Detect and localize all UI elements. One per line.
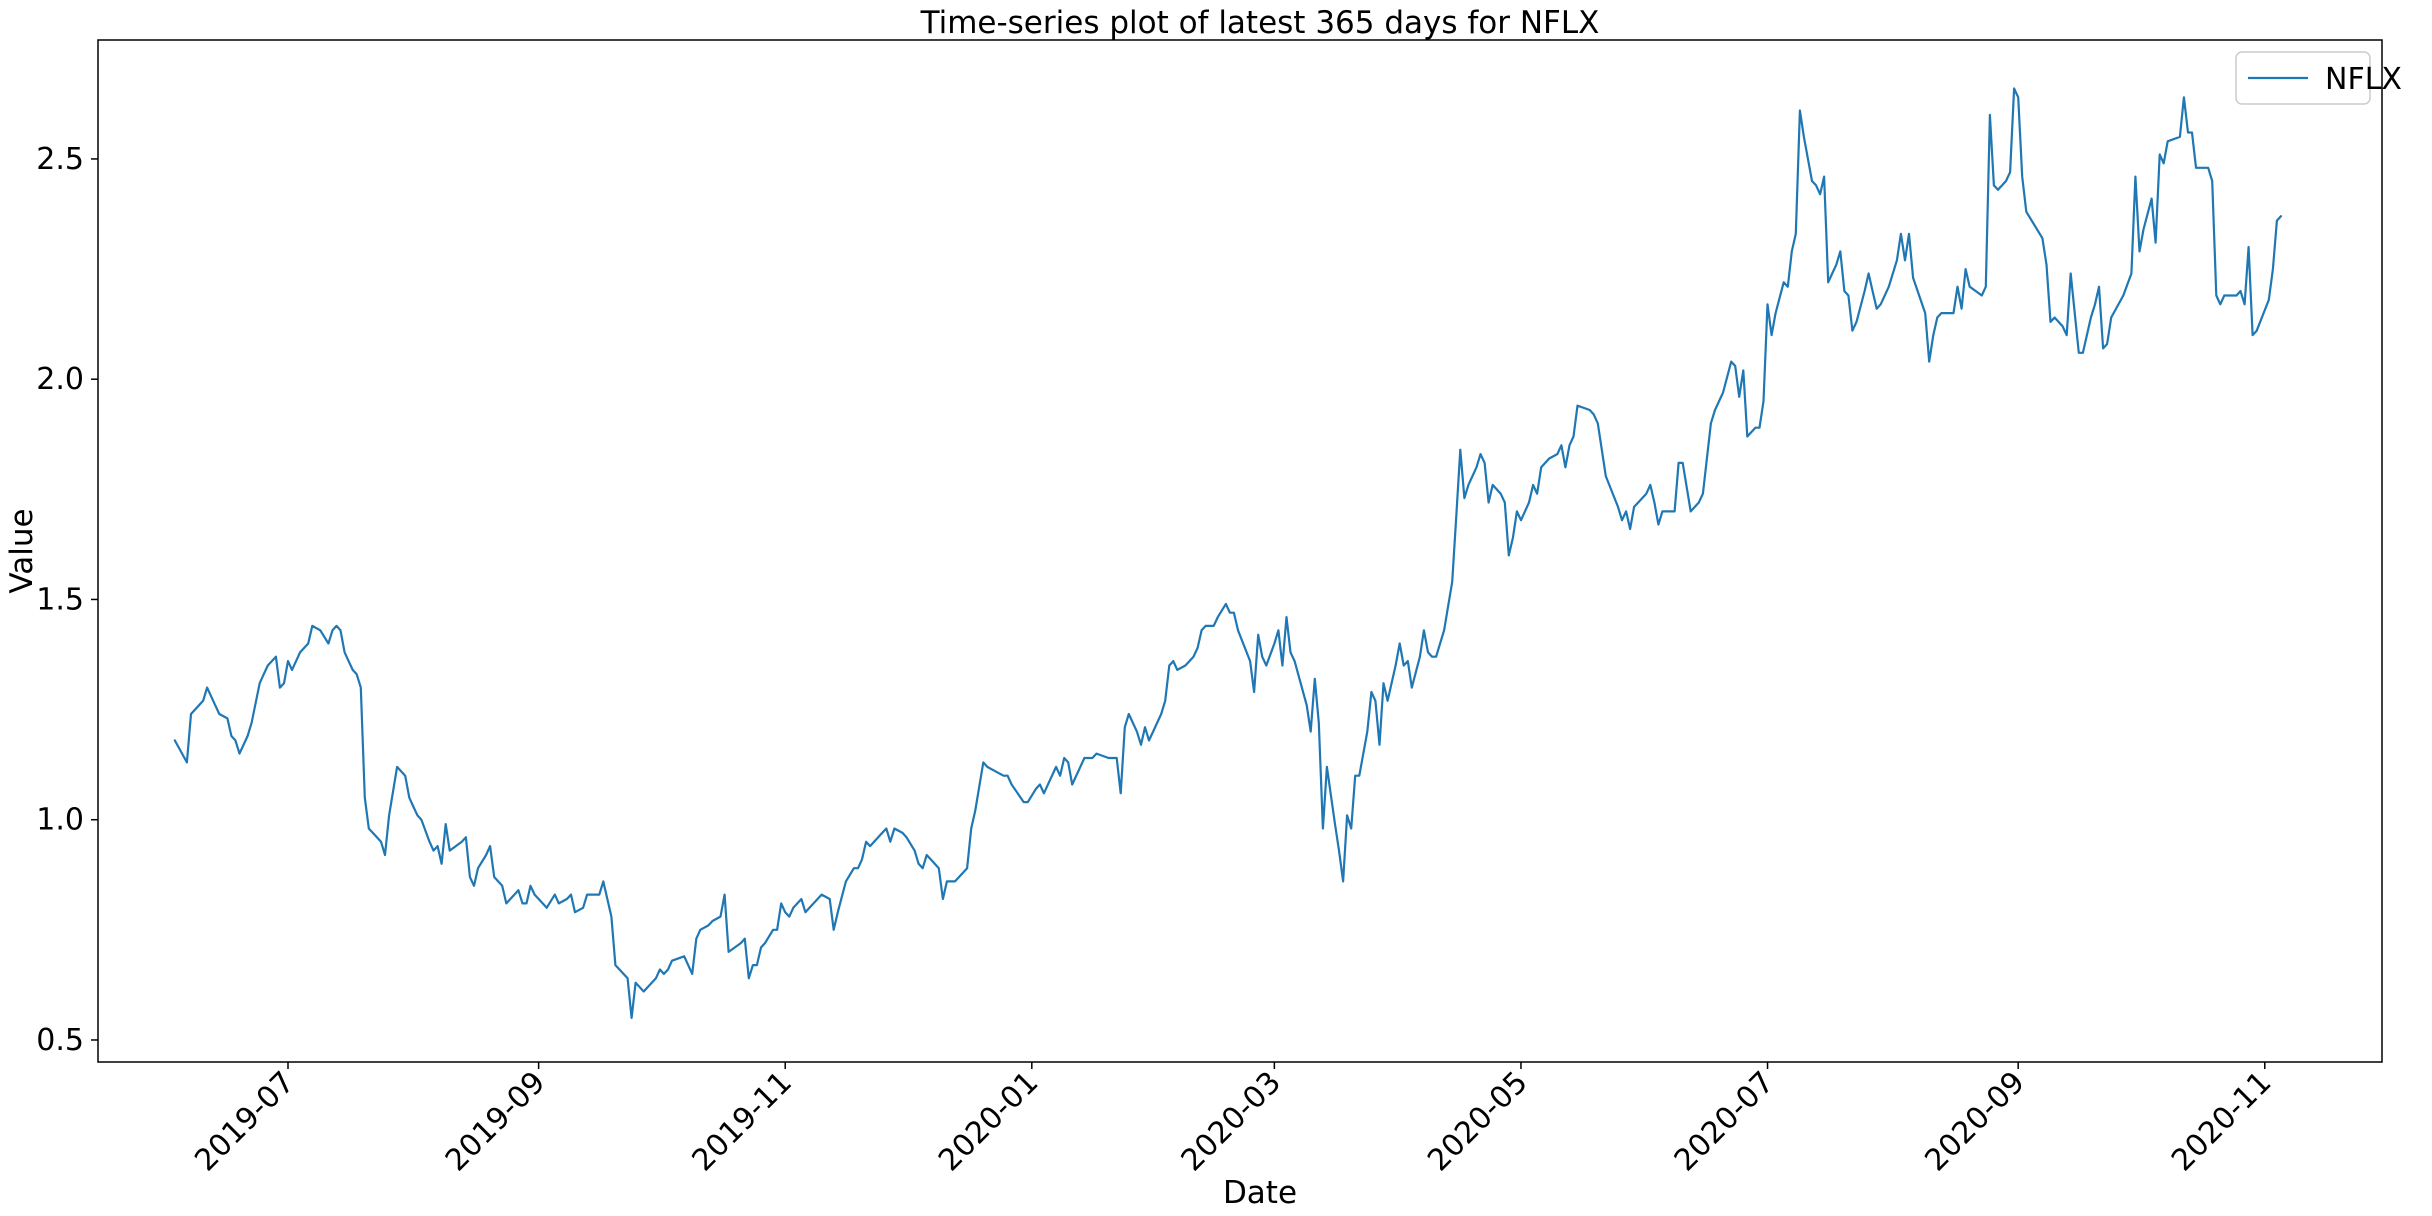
y-tick-label: 2.0 xyxy=(36,362,84,397)
y-tick-label: 1.0 xyxy=(36,803,84,838)
y-tick-label: 1.5 xyxy=(36,582,84,617)
y-tick-label: 2.5 xyxy=(36,142,84,177)
series-line-nflx xyxy=(173,87,2282,1020)
legend-label-nflx: NFLX xyxy=(2325,62,2402,97)
y-axis-label: Value xyxy=(4,508,40,593)
plot-area xyxy=(97,39,2383,1063)
chart-title: Time-series plot of latest 365 days for … xyxy=(920,5,1600,41)
y-axis: 0.5 1.0 1.5 2.0 2.5 xyxy=(36,142,98,1058)
legend: NFLX xyxy=(2235,51,2402,105)
y-tick-label: 0.5 xyxy=(36,1023,84,1058)
plot-frame xyxy=(97,39,2383,1063)
x-axis-label: Date xyxy=(1223,1175,1297,1211)
